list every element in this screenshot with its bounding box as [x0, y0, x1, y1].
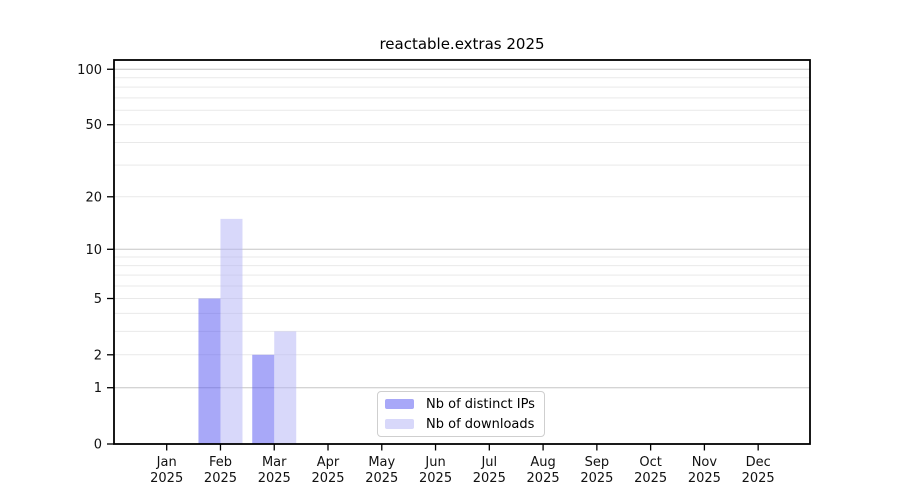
- x-tick-year-label: 2025: [580, 471, 613, 486]
- plot-frame: [113, 59, 811, 445]
- legend: Nb of distinct IPs Nb of downloads: [377, 391, 545, 437]
- bar-feb-s0: [198, 298, 221, 444]
- y-tick-label: 20: [85, 190, 102, 205]
- x-tick-label: Mar: [262, 455, 287, 470]
- legend-label-distinct-ips: Nb of distinct IPs: [426, 396, 535, 412]
- legend-label-downloads: Nb of downloads: [426, 416, 535, 432]
- y-tick-label: 50: [85, 118, 102, 133]
- x-tick-label: May: [368, 455, 395, 470]
- x-tick-label: Apr: [317, 455, 340, 470]
- x-tick-year-label: 2025: [419, 471, 452, 486]
- y-tick-label: 100: [77, 63, 102, 78]
- x-tick-label: Sep: [585, 455, 610, 470]
- x-tick-label: Jul: [480, 455, 497, 470]
- legend-swatch-downloads: [385, 419, 414, 429]
- x-tick-year-label: 2025: [688, 471, 721, 486]
- x-tick-label: Aug: [530, 455, 555, 470]
- x-tick-year-label: 2025: [311, 471, 344, 486]
- x-tick-year-label: 2025: [742, 471, 775, 486]
- x-tick-year-label: 2025: [150, 471, 183, 486]
- x-tick-year-label: 2025: [258, 471, 291, 486]
- x-tick-year-label: 2025: [634, 471, 667, 486]
- x-tick-label: Nov: [692, 455, 718, 470]
- bar-mar-s1: [274, 331, 297, 444]
- x-tick-year-label: 2025: [473, 471, 506, 486]
- x-tick-year-label: 2025: [204, 471, 237, 486]
- x-tick-year-label: 2025: [365, 471, 398, 486]
- legend-item-distinct-ips: Nb of distinct IPs: [385, 396, 544, 413]
- x-tick-label: Jun: [424, 455, 445, 470]
- y-tick-label: 5: [94, 292, 102, 307]
- y-tick-label: 10: [85, 243, 102, 258]
- x-tick-label: Oct: [639, 455, 661, 470]
- bar-feb-s1: [220, 218, 243, 444]
- y-tick-label: 0: [94, 438, 102, 453]
- y-tick-label: 2: [94, 348, 102, 363]
- legend-swatch-distinct-ips: [385, 399, 414, 409]
- y-tick-label: 1: [94, 381, 102, 396]
- chart-title: reactable.extras 2025: [379, 35, 545, 53]
- x-tick-label: Dec: [746, 455, 771, 470]
- x-tick-year-label: 2025: [527, 471, 560, 486]
- legend-item-downloads: Nb of downloads: [385, 416, 544, 433]
- x-tick-label: Jan: [156, 455, 177, 470]
- x-tick-label: Feb: [209, 455, 232, 470]
- bar-mar-s0: [252, 354, 275, 444]
